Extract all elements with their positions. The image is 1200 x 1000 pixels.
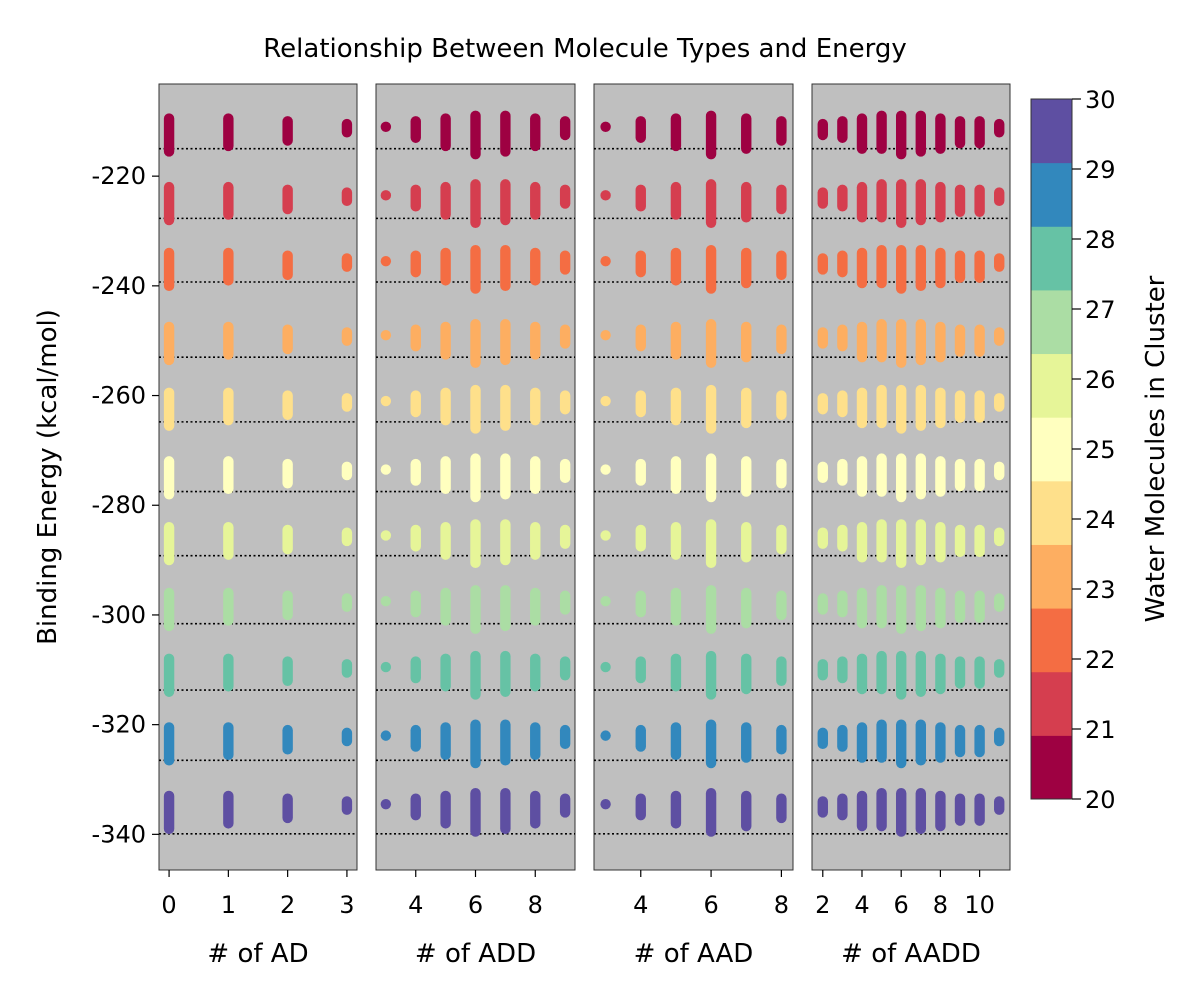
y-tick-label: -300 [92, 601, 146, 629]
colorbar-tick-label: 28 [1085, 226, 1116, 254]
scatter-point [600, 464, 611, 475]
colorbar-segment [1031, 480, 1072, 545]
scatter-point [380, 255, 392, 267]
x-tick-label: 2 [815, 891, 830, 919]
colorbar: 20 21 22 23 24 25 26 27 28 29 30 [1030, 86, 1116, 814]
scatter-point [600, 330, 611, 341]
y-tick-label: -240 [92, 272, 146, 300]
colorbar-tick-label: 26 [1085, 366, 1116, 394]
x-axis-label: # of ADD [415, 939, 536, 969]
colorbar-segment [1031, 353, 1072, 418]
y-tick-label: -260 [92, 382, 146, 410]
colorbar-tick-label: 20 [1085, 786, 1116, 814]
y-tick-label: -280 [92, 491, 146, 519]
scatter-point [380, 330, 392, 341]
y-tick-label: -320 [92, 711, 146, 739]
chart-title: Relationship Between Molecule Types and … [263, 34, 906, 64]
scatter-point [600, 190, 611, 201]
scatter-point [600, 798, 611, 810]
colorbar-segment [1031, 289, 1072, 355]
scatter-point [380, 190, 392, 201]
colorbar-tick-label: 21 [1085, 716, 1116, 744]
panel-background [593, 83, 794, 871]
x-axis-label: # of AD [207, 939, 308, 969]
colorbar-segment [1031, 226, 1072, 291]
x-tick-label: 1 [221, 891, 236, 919]
colorbar-tick-label: 27 [1085, 296, 1116, 324]
colorbar-tick-label: 29 [1085, 156, 1116, 184]
panel-2: 4 6 8 # of ADD [375, 83, 576, 969]
x-tick-label: 6 [703, 891, 718, 919]
panel-background [158, 83, 358, 871]
scatter-point [380, 464, 392, 475]
colorbar-segment [1031, 671, 1072, 736]
x-tick-label: 0 [161, 891, 176, 919]
scatter-point [600, 661, 611, 673]
colorbar-segment [1031, 735, 1072, 800]
x-tick-label: 2 [280, 891, 295, 919]
scatter-point [380, 395, 392, 407]
colorbar-tick-label: 22 [1085, 646, 1116, 674]
colorbar-segment [1031, 417, 1072, 482]
scatter-point [380, 530, 392, 541]
scatter-point [600, 530, 611, 541]
x-axis-label: # of AADD [841, 939, 981, 969]
x-tick-label: 10 [964, 891, 995, 919]
y-tick-label: -220 [92, 162, 146, 190]
scatter-point [380, 798, 392, 810]
x-tick-label: 3 [339, 891, 354, 919]
x-axis-label: # of AAD [634, 939, 754, 969]
colorbar-segment [1031, 99, 1072, 164]
x-tick-label: 4 [633, 891, 648, 919]
scatter-point [600, 255, 611, 267]
colorbar-tick-label: 23 [1085, 576, 1116, 604]
panel-3: 4 6 8 # of AAD [593, 83, 794, 969]
colorbar-tick-label: 24 [1085, 506, 1116, 534]
x-tick-label: 6 [894, 891, 909, 919]
x-tick-label: 8 [528, 891, 543, 919]
colorbar-label: Water Molecules in Cluster [1141, 275, 1171, 622]
colorbar-segment [1031, 162, 1072, 227]
x-tick-label: 4 [854, 891, 869, 919]
y-tick-label: -340 [92, 820, 146, 848]
x-tick-label: 8 [774, 891, 789, 919]
colorbar-segment [1031, 608, 1072, 673]
scatter-point [380, 730, 392, 741]
scatter-point [380, 121, 392, 132]
x-tick-label: 6 [468, 891, 483, 919]
panel-4: 2 4 6 8 10 # of AADD [811, 83, 1011, 969]
scatter-point [380, 661, 392, 673]
scatter-point [600, 730, 611, 741]
colorbar-tick-label: 30 [1085, 86, 1116, 114]
x-tick-label: 4 [408, 891, 423, 919]
scatter-point [600, 596, 611, 607]
scatter-point [600, 395, 611, 407]
x-tick-label: 8 [933, 891, 948, 919]
panel-1: 0 1 2 3 # of AD [158, 83, 358, 969]
y-axis-label: Binding Energy (kcal/mol) [33, 309, 63, 645]
colorbar-tick-label: 25 [1085, 436, 1116, 464]
scatter-point [380, 596, 392, 607]
scatter-point [600, 121, 611, 132]
colorbar-segment [1031, 544, 1072, 609]
